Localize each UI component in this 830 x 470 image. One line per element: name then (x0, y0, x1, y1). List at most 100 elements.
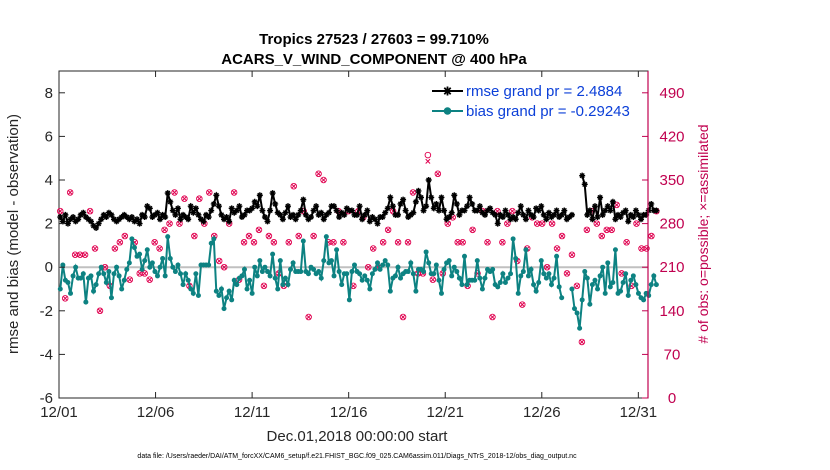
obs-assimilated-point (569, 252, 575, 258)
rmse-point (484, 207, 491, 214)
bias-point (185, 277, 191, 283)
rmse-point (420, 207, 427, 214)
rmse-point (597, 194, 604, 201)
bias-point (584, 275, 590, 281)
rmse-point (423, 203, 430, 210)
obs-possible-point (295, 232, 302, 240)
rmse-point (82, 214, 89, 221)
bias-point (152, 269, 158, 275)
obs-assimilated-point (316, 171, 322, 177)
bias-point (554, 253, 560, 259)
obs-possible-point (260, 282, 268, 290)
rmse-point (492, 211, 499, 218)
bias-point (65, 279, 71, 285)
rmse-point (238, 214, 245, 221)
bias-point (508, 271, 514, 277)
obs-possible-point (166, 220, 173, 227)
rmse-point (274, 209, 281, 216)
obs-assimilated-point (554, 245, 560, 252)
rmse-point (305, 216, 312, 223)
bias-point (60, 262, 66, 268)
bias-point (597, 273, 603, 279)
rmse-point (456, 211, 463, 218)
rmse-point (131, 218, 138, 225)
rmse-point (609, 198, 616, 205)
obs-assimilated-point (261, 283, 267, 289)
bias-point (300, 238, 306, 244)
obs-assimilated-point (152, 239, 158, 245)
obs-assimilated-point (564, 270, 570, 276)
bias-point (277, 258, 283, 264)
rmse-point (566, 214, 573, 221)
bias-point (556, 284, 562, 290)
x-tick-label: 12/16 (330, 404, 368, 421)
rmse-point (397, 200, 404, 207)
rmse-point (182, 214, 189, 221)
bias-point (490, 266, 496, 272)
rmse-point (584, 211, 591, 218)
bias-point (423, 249, 429, 255)
bias-point (328, 258, 334, 264)
legend-bias-label: bias grand pr = -0.29243 (466, 103, 630, 120)
rmse-point (320, 216, 327, 223)
bias-point (80, 271, 86, 277)
rmse-point (90, 222, 97, 229)
obs-possible-point (305, 313, 312, 321)
rmse-point (174, 205, 181, 212)
bias-point (387, 288, 393, 294)
rmse-point (348, 207, 355, 214)
rmse-point (139, 211, 146, 218)
rmse-point (113, 218, 120, 225)
bias-point (116, 273, 122, 279)
obs-assimilated-point (246, 233, 252, 239)
rmse-point (530, 214, 537, 221)
bias-point (305, 271, 311, 277)
bias-point (623, 271, 629, 277)
rmse-point (279, 216, 286, 223)
obs-possible-point (220, 263, 228, 271)
rmse-point (535, 207, 542, 214)
bias-point (459, 282, 465, 288)
obs-assimilated-point (624, 239, 630, 245)
obs-assimilated-point (534, 221, 540, 227)
obs-assimilated-point (97, 308, 103, 314)
obs-possible-point (648, 232, 655, 240)
obs-possible-point (265, 232, 273, 240)
rmse-point (612, 216, 619, 223)
rmse-point (236, 203, 243, 210)
bias-point (451, 264, 457, 270)
bias-point (331, 273, 337, 279)
bias-point (456, 275, 462, 281)
bias-point (482, 275, 488, 281)
bias-point (229, 297, 235, 303)
obs-possible-point (638, 245, 645, 252)
bias-point (195, 293, 201, 299)
rmse-point (632, 207, 639, 214)
rmse-point (93, 224, 100, 231)
bias-point (226, 288, 232, 294)
rmse-point (162, 214, 169, 221)
y2-tick-label: 350 (659, 172, 684, 189)
rmse-point (228, 205, 235, 212)
bias-point (298, 269, 304, 275)
bias-point (574, 310, 580, 316)
x-axis: 12/01 12/06 12/11 12/16 12/21 12/26 12/31 (40, 71, 657, 421)
line-series-layer (57, 172, 660, 331)
rmse-point (499, 214, 506, 221)
bias-point (472, 277, 478, 283)
rmse-point (302, 211, 309, 218)
bias-point (180, 282, 186, 288)
rmse-point (259, 207, 266, 214)
bias-point (362, 273, 368, 279)
rmse-point (474, 207, 481, 214)
obs-assimilated-point (166, 221, 173, 227)
bias-point (569, 286, 575, 292)
x-tick-label: 12/31 (620, 404, 658, 421)
bias-point (323, 234, 329, 240)
rmse-point (553, 207, 560, 214)
rmse-point (502, 207, 509, 214)
obs-possible-point (608, 226, 615, 234)
bias-point (282, 275, 288, 281)
rmse-point (394, 211, 401, 218)
